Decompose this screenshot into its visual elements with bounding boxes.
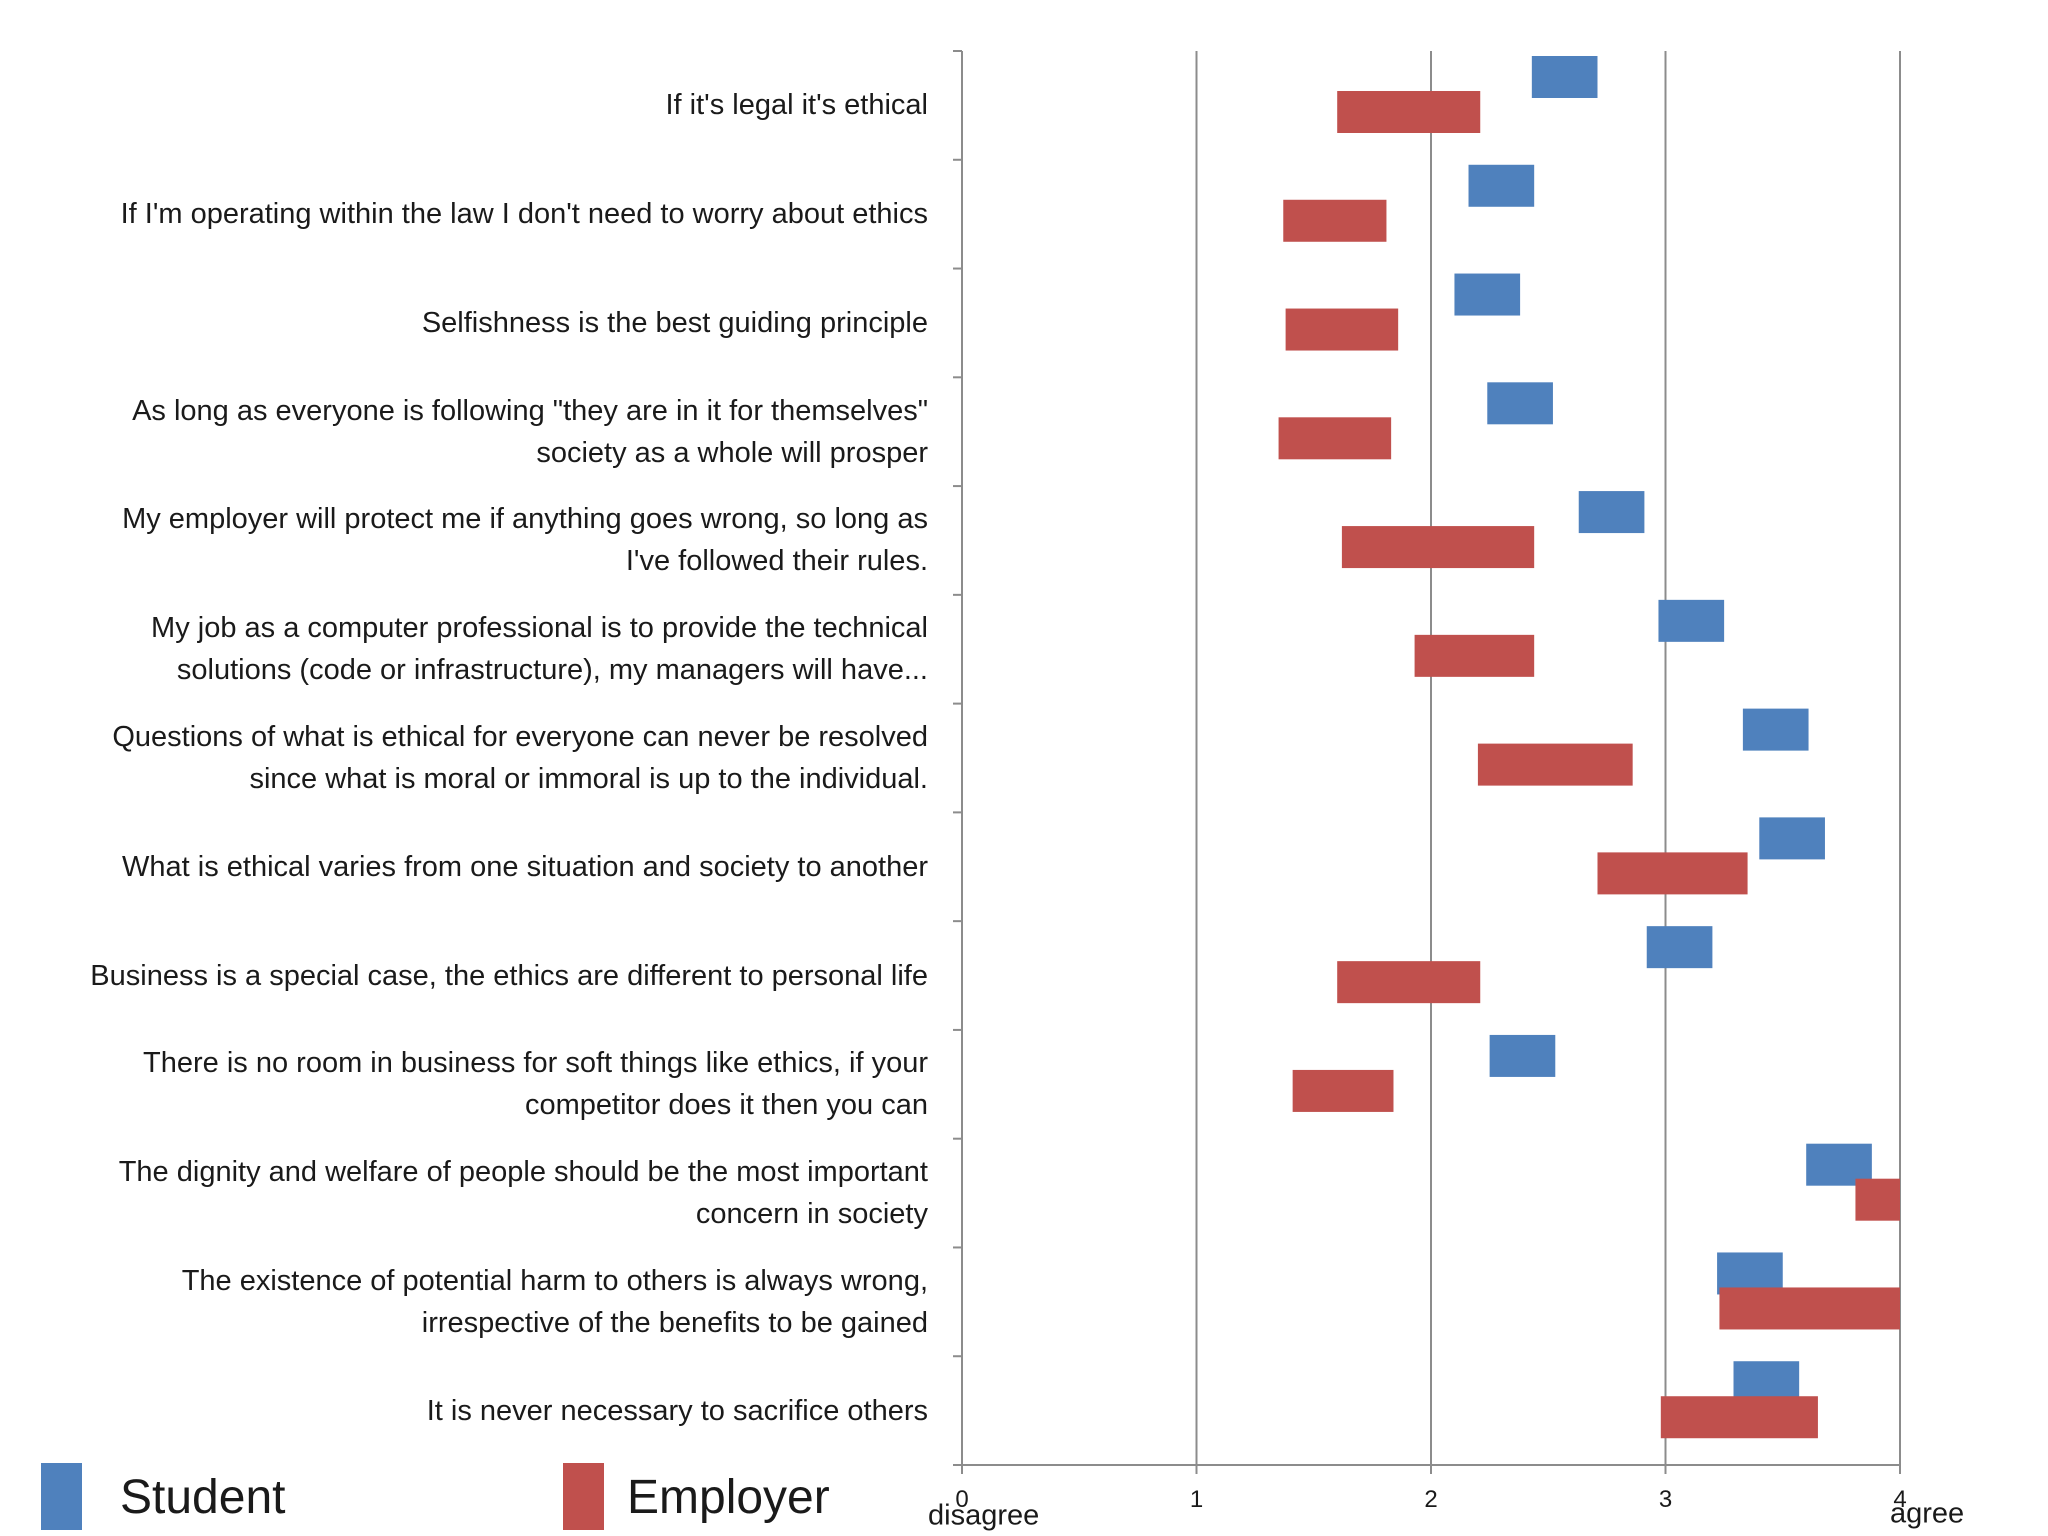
category-label-6: My job as a computer professional is to …: [151, 612, 928, 687]
category-label-11: The dignity and welfare of people should…: [118, 1156, 928, 1231]
category-label-7: Questions of what is ethical for everyon…: [112, 721, 928, 795]
x-tick-label-4: 4: [1893, 1486, 1906, 1513]
bar-student-7: [1742, 708, 1809, 751]
category-label-4: As long as everyone is following "they a…: [132, 394, 928, 469]
bar-student-2: [1468, 164, 1535, 207]
bar-student-3: [1454, 273, 1521, 316]
bars: [1278, 56, 1900, 1439]
category-label-1: If it's legal it's ethical: [665, 89, 928, 122]
x-tick-label-0: 0: [955, 1486, 968, 1513]
bar-employer-11: [1855, 1178, 1900, 1221]
category-label-5: My employer will protect me if anything …: [122, 503, 928, 578]
bar-employer-12: [1719, 1287, 1900, 1330]
bar-student-9: [1646, 926, 1713, 969]
axes: [953, 50, 1901, 1474]
bar-employer-3: [1285, 308, 1399, 351]
category-label-2: If I'm operating within the law I don't …: [120, 198, 928, 231]
gridlines: [1195, 51, 1901, 1465]
bar-employer-9: [1337, 961, 1481, 1004]
x-tick-label-1: 1: [1190, 1486, 1203, 1513]
bar-employer-8: [1597, 852, 1748, 895]
x-tick-label-3: 3: [1659, 1486, 1672, 1513]
legend-label-student: Student: [120, 1471, 286, 1524]
category-label-10: There is no room in business for soft th…: [143, 1047, 928, 1122]
x-tick-label-2: 2: [1424, 1486, 1437, 1513]
bar-employer-5: [1341, 526, 1535, 569]
legend-swatch-student: [41, 1463, 82, 1530]
bar-employer-13: [1660, 1396, 1818, 1439]
category-label-3: Selfishness is the best guiding principl…: [421, 306, 928, 339]
bar-student-4: [1487, 382, 1553, 425]
bar-employer-7: [1477, 743, 1633, 786]
bar-employer-1: [1337, 91, 1481, 133]
axis-high-label: agree: [1890, 1497, 1965, 1530]
tick-labels: 0 1 2 3 4: [955, 1486, 1906, 1513]
bar-employer-6: [1414, 634, 1535, 677]
legend-label-employer: Employer: [627, 1471, 830, 1524]
category-label-12: The existence of potential harm to other…: [181, 1264, 928, 1339]
legend-swatch-employer: [563, 1463, 604, 1530]
category-label-9: Business is a special case, the ethics a…: [90, 959, 928, 992]
bar-employer-2: [1283, 199, 1387, 242]
category-label-8: What is ethical varies from one situatio…: [122, 850, 928, 883]
bar-student-5: [1578, 491, 1645, 534]
bar-employer-10: [1292, 1069, 1394, 1112]
category-label-13: It is never necessary to sacrifice other…: [426, 1394, 928, 1427]
axis-low-label: disagree: [928, 1499, 1040, 1532]
bar-student-1: [1531, 56, 1598, 98]
bar-student-8: [1759, 817, 1825, 860]
bar-student-10: [1489, 1034, 1556, 1077]
bar-employer-4: [1278, 417, 1392, 460]
bar-student-6: [1658, 599, 1725, 642]
